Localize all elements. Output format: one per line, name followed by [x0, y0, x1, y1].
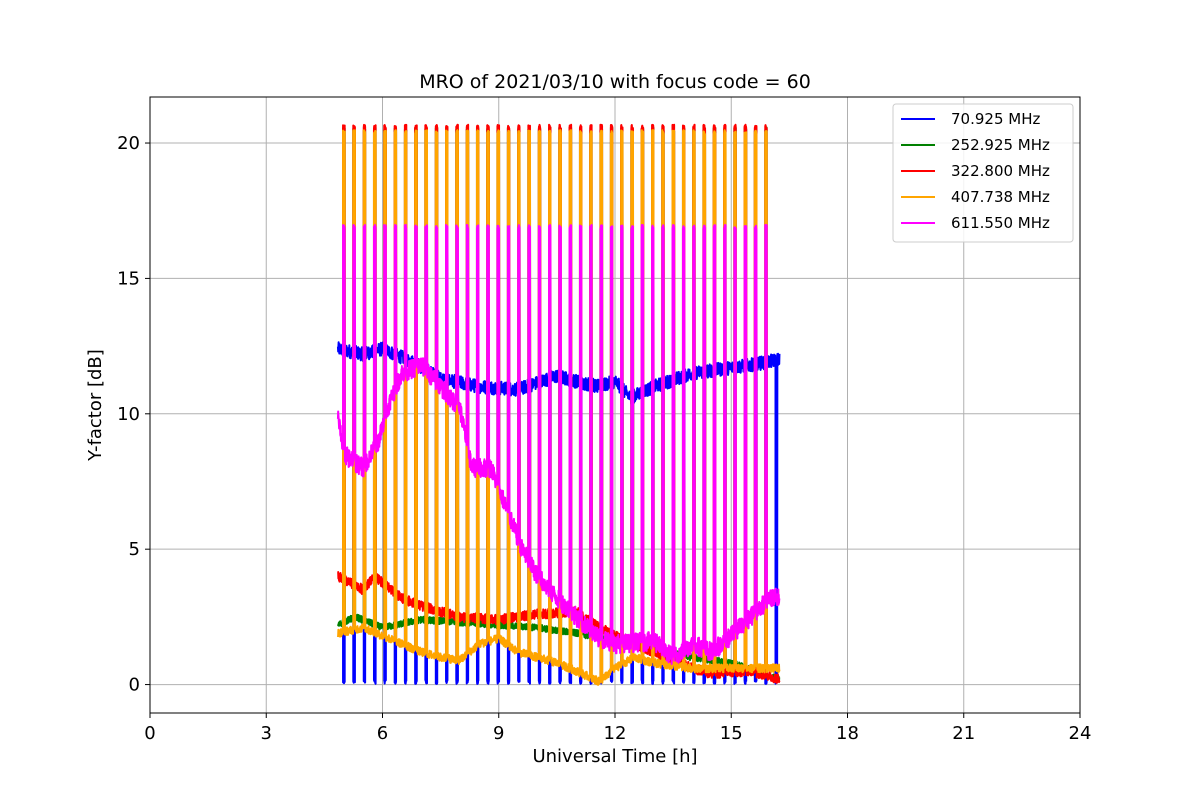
series-line-3 [336, 129, 781, 686]
x-tick-label: 21 [952, 723, 975, 744]
legend-label-1: 252.925 MHz [951, 136, 1050, 154]
x-axis-label: Universal Time [h] [532, 746, 697, 767]
y-axis-label: Y-factor [dB] [85, 349, 106, 462]
chart-title: MRO of 2021/03/10 with focus code = 60 [419, 71, 811, 93]
x-tick-label: 3 [261, 723, 272, 744]
y-tick-label: 15 [117, 268, 140, 289]
x-tick-label: 12 [604, 723, 627, 744]
x-tick-label: 15 [720, 723, 743, 744]
legend-box [892, 103, 1074, 243]
x-tick-label: 9 [493, 723, 504, 744]
legend-label-3: 407.738 MHz [951, 188, 1050, 206]
x-tick-label: 6 [377, 723, 388, 744]
x-tick-label: 18 [836, 723, 859, 744]
y-tick-label: 5 [129, 539, 140, 560]
y-tick-label: 20 [117, 133, 140, 154]
legend-label-2: 322.800 MHz [951, 162, 1050, 180]
legend-label-0: 70.925 MHz [951, 110, 1040, 128]
legend-label-4: 611.550 MHz [951, 214, 1050, 232]
series-line-4 [336, 223, 781, 665]
series-layer [336, 123, 781, 686]
y-tick-label: 10 [117, 404, 140, 425]
x-tick-label: 0 [144, 723, 155, 744]
legend: 70.925 MHz 252.925 MHz 322.800 MHz 407.738 … [892, 103, 1074, 243]
ticks: 0 3 6 9 12 15 18 21 24 0 5 10 15 20 [117, 133, 1091, 744]
x-tick-label: 24 [1069, 723, 1092, 744]
y-tick-label: 0 [129, 675, 140, 696]
